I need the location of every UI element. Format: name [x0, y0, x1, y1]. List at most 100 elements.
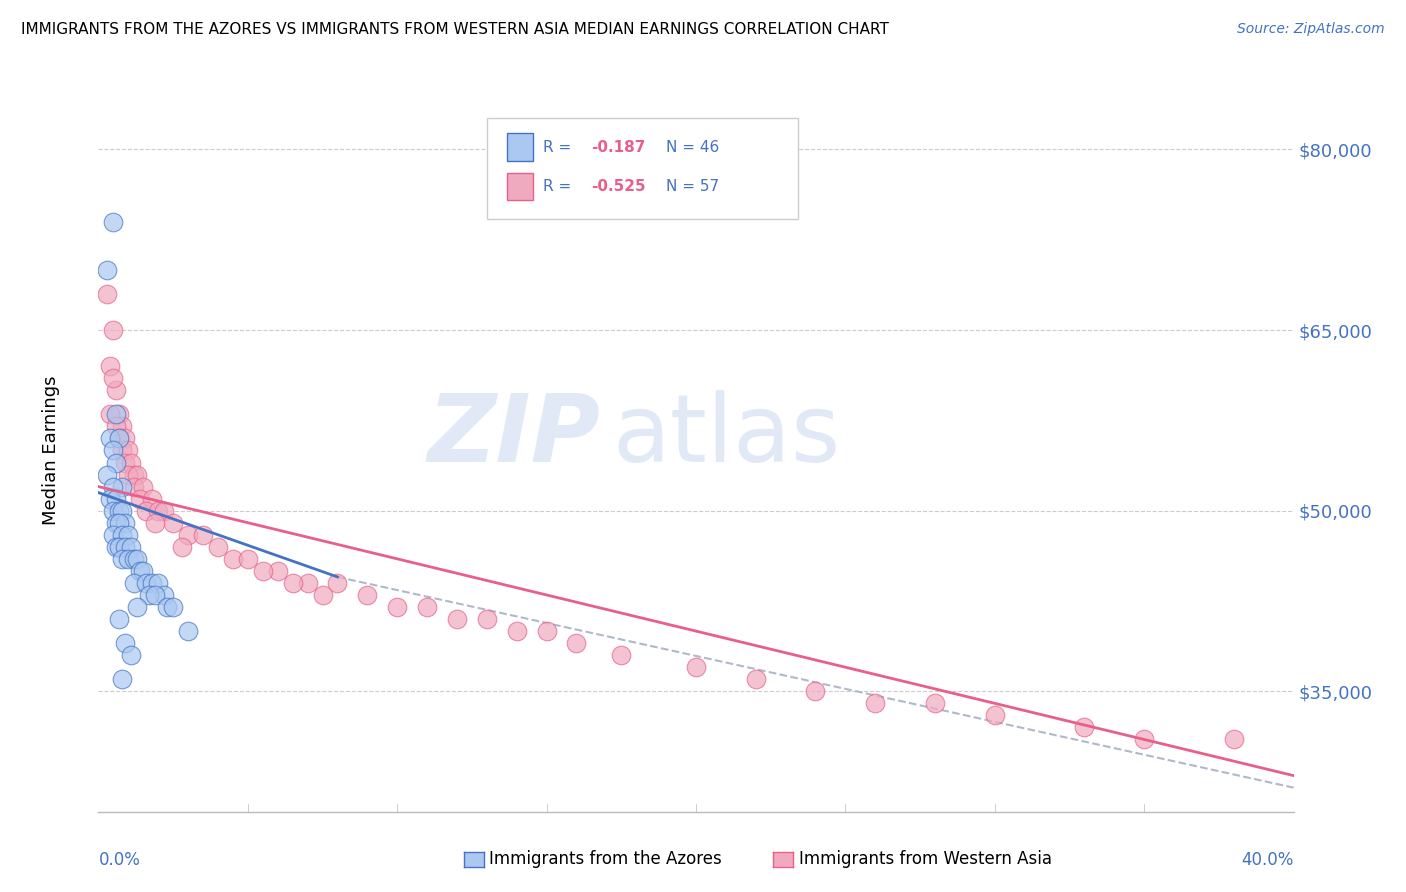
Point — [127, 551, 149, 566]
Point — [153, 503, 176, 517]
Text: N = 46: N = 46 — [666, 139, 720, 154]
Point — [98, 432, 122, 446]
Point — [132, 480, 155, 494]
Point — [108, 432, 131, 446]
Point — [236, 551, 259, 566]
Point — [475, 612, 498, 626]
Point — [172, 540, 194, 554]
Point — [124, 551, 146, 566]
Point — [191, 528, 214, 542]
Point — [222, 551, 245, 566]
Point — [103, 371, 125, 385]
Point — [114, 455, 136, 469]
Point — [114, 516, 136, 530]
Point — [804, 684, 827, 698]
Bar — [508, 133, 533, 161]
Text: -0.187: -0.187 — [591, 139, 645, 154]
Point — [141, 576, 163, 591]
Point — [103, 214, 125, 228]
Point — [124, 576, 146, 591]
Point — [177, 624, 200, 639]
Point — [865, 697, 887, 711]
Point — [111, 443, 134, 458]
Point — [105, 384, 128, 398]
Point — [127, 467, 149, 482]
Point — [103, 503, 125, 517]
Point — [129, 564, 152, 578]
Point — [416, 599, 439, 614]
Text: -0.525: -0.525 — [591, 179, 645, 194]
Point — [114, 432, 136, 446]
Point — [108, 612, 131, 626]
Text: IMMIGRANTS FROM THE AZORES VS IMMIGRANTS FROM WESTERN ASIA MEDIAN EARNINGS CORRE: IMMIGRANTS FROM THE AZORES VS IMMIGRANTS… — [21, 22, 889, 37]
Point — [114, 636, 136, 650]
Point — [114, 540, 136, 554]
Point — [124, 467, 146, 482]
FancyBboxPatch shape — [486, 118, 797, 219]
Point — [105, 455, 128, 469]
Point — [148, 576, 170, 591]
Point — [135, 503, 157, 517]
Point — [297, 576, 319, 591]
Point — [105, 419, 128, 434]
Point — [117, 443, 139, 458]
Point — [120, 455, 142, 469]
Text: ZIP: ZIP — [427, 390, 600, 482]
Point — [111, 528, 134, 542]
Point — [162, 599, 184, 614]
Point — [207, 540, 229, 554]
Point — [356, 588, 378, 602]
Point — [267, 564, 290, 578]
Text: R =: R = — [543, 179, 576, 194]
Point — [132, 564, 155, 578]
Point — [162, 516, 184, 530]
Point — [108, 503, 131, 517]
Point — [111, 480, 134, 494]
Point — [111, 673, 134, 687]
Point — [96, 467, 118, 482]
Point — [105, 407, 128, 421]
Point — [105, 540, 128, 554]
Point — [446, 612, 468, 626]
Point — [536, 624, 558, 639]
Point — [1073, 721, 1095, 735]
Point — [120, 648, 142, 662]
Bar — [508, 173, 533, 201]
Point — [135, 576, 157, 591]
Point — [124, 480, 146, 494]
Point — [120, 540, 142, 554]
Point — [565, 636, 588, 650]
Point — [153, 588, 176, 602]
Point — [148, 503, 170, 517]
Point — [96, 262, 118, 277]
Point — [103, 323, 125, 337]
Point — [252, 564, 274, 578]
Text: 40.0%: 40.0% — [1241, 852, 1294, 870]
Text: Immigrants from Western Asia: Immigrants from Western Asia — [799, 850, 1052, 868]
Point — [117, 551, 139, 566]
Point — [108, 516, 131, 530]
Point — [141, 491, 163, 506]
Point — [98, 491, 122, 506]
Point — [129, 491, 152, 506]
Point — [385, 599, 409, 614]
Point — [103, 528, 125, 542]
Text: N = 57: N = 57 — [666, 179, 720, 194]
Point — [108, 407, 131, 421]
Text: Source: ZipAtlas.com: Source: ZipAtlas.com — [1237, 22, 1385, 37]
Point — [105, 491, 128, 506]
Point — [111, 551, 134, 566]
Point — [138, 588, 160, 602]
Point — [127, 599, 149, 614]
Point — [1223, 732, 1246, 747]
Point — [924, 697, 946, 711]
Point — [745, 673, 768, 687]
Text: Immigrants from the Azores: Immigrants from the Azores — [489, 850, 723, 868]
Point — [1133, 732, 1156, 747]
Point — [610, 648, 633, 662]
Point — [326, 576, 349, 591]
Point — [143, 588, 166, 602]
Point — [103, 480, 125, 494]
Text: Median Earnings: Median Earnings — [42, 376, 59, 525]
Text: atlas: atlas — [613, 390, 841, 482]
